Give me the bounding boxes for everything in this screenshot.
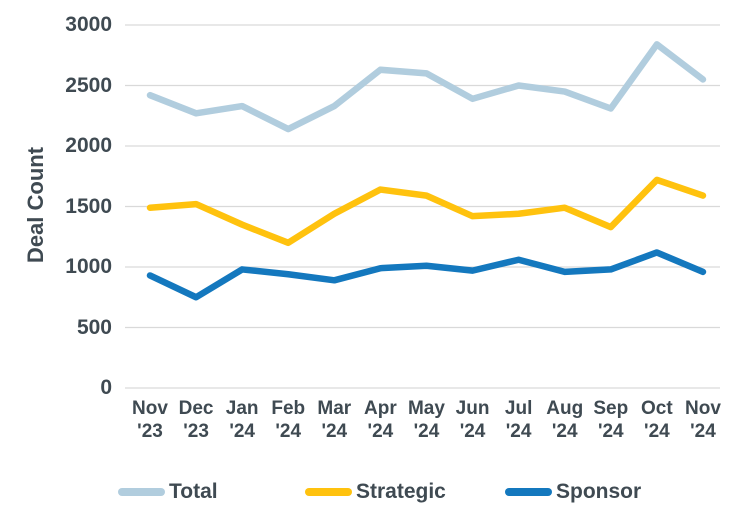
x-tick-label: Nov '23 xyxy=(132,398,168,442)
legend-label-strategic: Strategic xyxy=(356,480,446,503)
legend-item-total: Total xyxy=(118,479,218,505)
x-tick-label: Nov '24 xyxy=(685,398,721,442)
x-tick-label: May '24 xyxy=(407,398,445,442)
series-line-total xyxy=(146,41,707,133)
legend-label-total: Total xyxy=(169,480,218,503)
series-line-strategic xyxy=(146,176,707,247)
x-tick-label: Oct '24 xyxy=(641,398,673,442)
y-tick-label: 500 xyxy=(76,315,112,339)
x-tick-label: Jul '24 xyxy=(504,398,533,442)
legend: Total Strategic Sponsor xyxy=(0,479,750,505)
x-tick-label: Apr '24 xyxy=(364,398,397,442)
sponsor-series-swatch xyxy=(505,488,552,496)
x-tick-label: Jan '24 xyxy=(225,398,259,442)
y-tick-label: 2500 xyxy=(65,73,112,97)
x-tick-label: Aug '24 xyxy=(546,398,584,442)
y-tick-label: 0 xyxy=(100,376,112,399)
x-tick-label: Sep '24 xyxy=(593,398,629,442)
y-tick-label: 1500 xyxy=(65,194,112,218)
total-series-swatch xyxy=(118,488,165,496)
y-tick-label: 2000 xyxy=(65,134,112,157)
series-line-sponsor xyxy=(146,249,707,301)
x-tick-label: Mar '24 xyxy=(317,398,352,442)
x-tick-label: Feb '24 xyxy=(271,398,306,442)
x-tick-label: Jun '24 xyxy=(455,398,490,442)
legend-label-sponsor: Sponsor xyxy=(556,480,642,503)
legend-item-strategic: Strategic xyxy=(305,479,446,505)
strategic-series-swatch xyxy=(305,488,352,496)
legend-item-sponsor: Sponsor xyxy=(505,479,641,505)
y-tick-label: 1000 xyxy=(65,255,112,278)
y-tick-label: 3000 xyxy=(65,13,112,36)
x-tick-label: Dec '23 xyxy=(178,398,214,442)
